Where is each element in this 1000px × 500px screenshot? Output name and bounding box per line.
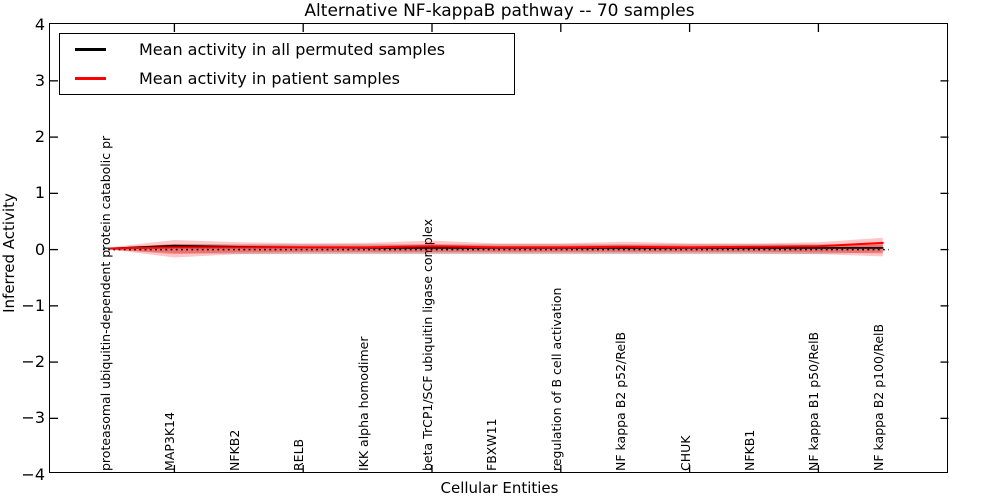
legend-label-permuted: Mean activity in all permuted samples [139, 40, 446, 59]
y-tick-label: −2 [21, 352, 45, 372]
chart-title: Alternative NF-kappaB pathway -- 70 samp… [304, 1, 695, 21]
x-tick-label: IKK alpha homodimer [355, 336, 371, 472]
y-tick-label: 1 [34, 183, 45, 203]
legend-entry-patient: Mean activity in patient samples [60, 68, 514, 90]
x-tick-label: NFKB2 [226, 429, 242, 471]
x-tick-label: RELB [291, 438, 307, 471]
x-tick-label: NF kappa B2 p100/RelB [870, 323, 886, 471]
y-tick-label: 4 [34, 14, 45, 34]
y-tick-label: 3 [34, 70, 45, 90]
x-tick-label: proteasomal ubiquitin-dependent protein … [98, 135, 113, 471]
legend-line-patient [75, 77, 106, 80]
x-axis-label: Cellular Entities [440, 479, 559, 497]
y-tick-label: −4 [21, 464, 45, 484]
x-tick-label: MAP3K14 [162, 412, 178, 471]
x-tick-label: beta TrCP1/SCF ubiquitin ligase complex [420, 219, 435, 471]
y-tick-label: −1 [21, 295, 45, 315]
y-tick-label: −3 [21, 408, 45, 428]
y-tick-label: 2 [34, 127, 45, 147]
x-tick-label: CHUK [677, 435, 693, 471]
x-tick-label: regulation of B cell activation [548, 287, 564, 471]
legend-label-patient: Mean activity in patient samples [139, 69, 400, 88]
legend-line-permuted [75, 48, 106, 51]
x-tick-label: NF kappa B1 p50/RelB [806, 331, 822, 471]
legend-entry-permuted: Mean activity in all permuted samples [60, 39, 514, 61]
x-tick-label: FBXW11 [484, 418, 500, 471]
x-tick-label: NF kappa B2 p52/RelB [613, 331, 629, 471]
legend-box: Mean activity in all permuted samples Me… [59, 33, 515, 95]
x-tick-label: NFKB1 [742, 429, 757, 471]
y-tick-label: 0 [34, 239, 45, 259]
